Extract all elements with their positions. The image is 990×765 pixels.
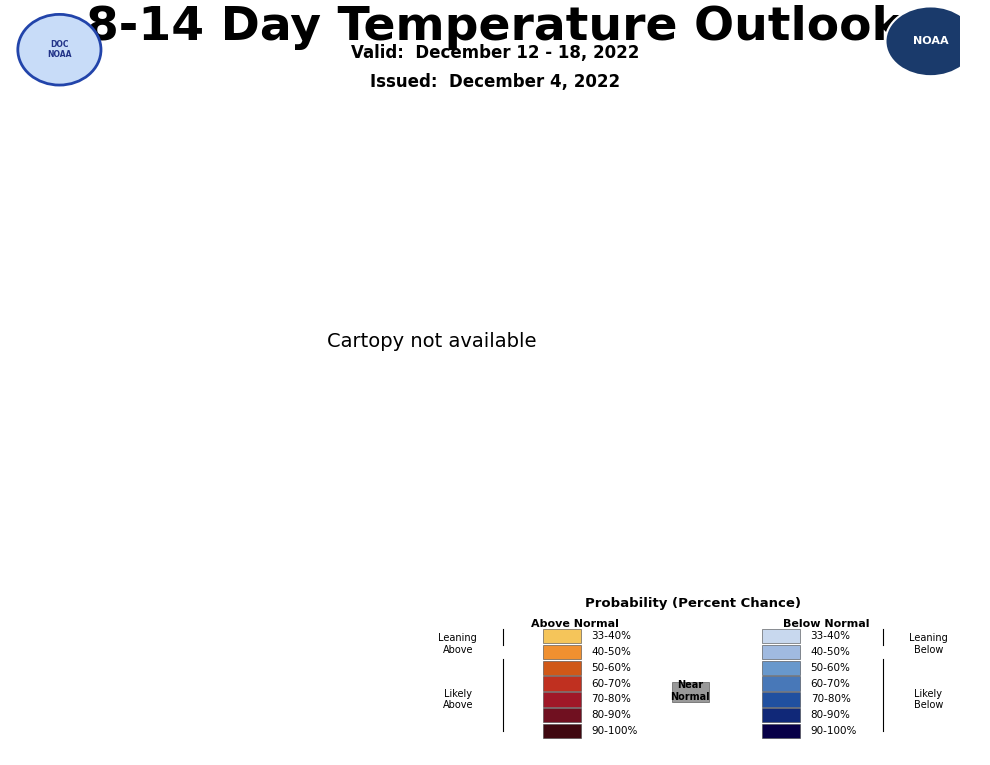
Text: Below Normal: Below Normal — [783, 620, 870, 630]
Text: 80-90%: 80-90% — [811, 710, 850, 721]
Bar — [762, 661, 800, 675]
Bar — [544, 645, 581, 659]
Text: Likely
Above: Likely Above — [443, 688, 473, 710]
Text: 40-50%: 40-50% — [811, 647, 850, 657]
Circle shape — [18, 15, 101, 85]
Bar — [544, 661, 581, 675]
FancyBboxPatch shape — [421, 588, 965, 759]
Text: Issued:  December 4, 2022: Issued: December 4, 2022 — [370, 73, 620, 92]
Text: Cartopy not available: Cartopy not available — [328, 332, 537, 351]
Bar — [544, 629, 581, 643]
Text: NOAA: NOAA — [913, 36, 948, 47]
Text: 8-14 Day Temperature Outlook: 8-14 Day Temperature Outlook — [86, 5, 904, 50]
Text: 40-50%: 40-50% — [591, 647, 632, 657]
Text: 80-90%: 80-90% — [591, 710, 632, 721]
Text: 60-70%: 60-70% — [811, 679, 850, 689]
Bar — [544, 692, 581, 707]
Text: Leaning
Below: Leaning Below — [909, 633, 947, 655]
Text: Leaning
Above: Leaning Above — [439, 633, 477, 655]
Text: 50-60%: 50-60% — [811, 662, 850, 672]
Bar — [762, 708, 800, 722]
Text: Near
Normal: Near Normal — [670, 680, 710, 702]
Text: 90-100%: 90-100% — [811, 726, 857, 736]
Text: Valid:  December 12 - 18, 2022: Valid: December 12 - 18, 2022 — [350, 44, 640, 62]
Text: Likely
Below: Likely Below — [914, 688, 942, 710]
Text: 60-70%: 60-70% — [591, 679, 632, 689]
Text: 50-60%: 50-60% — [591, 662, 632, 672]
Circle shape — [885, 6, 976, 76]
Text: 70-80%: 70-80% — [811, 695, 850, 705]
Bar — [762, 676, 800, 691]
Text: 90-100%: 90-100% — [591, 726, 638, 736]
Bar — [671, 682, 709, 702]
Text: 33-40%: 33-40% — [591, 631, 632, 641]
Text: Probability (Percent Chance): Probability (Percent Chance) — [585, 597, 801, 610]
Bar — [544, 708, 581, 722]
Bar — [544, 724, 581, 738]
Text: Above Normal: Above Normal — [532, 620, 620, 630]
Bar — [762, 645, 800, 659]
Text: 33-40%: 33-40% — [811, 631, 850, 641]
Text: DOC
NOAA: DOC NOAA — [48, 40, 71, 60]
Bar — [544, 676, 581, 691]
Text: 70-80%: 70-80% — [591, 695, 632, 705]
Bar — [762, 724, 800, 738]
Bar — [762, 692, 800, 707]
Bar — [762, 629, 800, 643]
